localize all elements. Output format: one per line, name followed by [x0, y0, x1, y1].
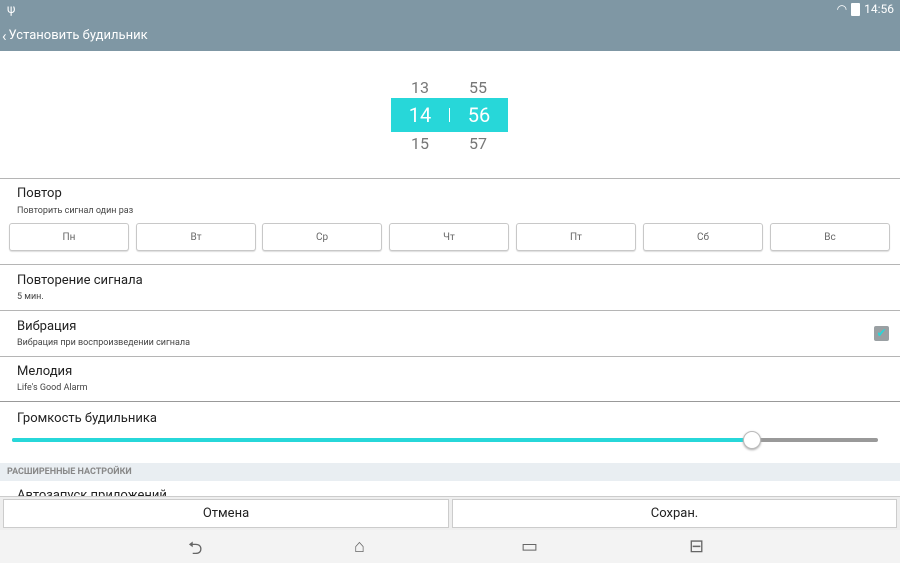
back-icon[interactable]: ⮌ — [188, 538, 203, 559]
day-sat[interactable]: Сб — [643, 223, 763, 251]
check-icon: ✔ — [876, 326, 887, 340]
minute-prev[interactable]: 55 — [469, 78, 487, 97]
wifi-icon: ◠ — [836, 2, 848, 16]
usb-icon: ψ — [7, 2, 16, 16]
home-icon[interactable]: ⌂ — [354, 536, 365, 557]
vibration-title: Вибрация — [17, 319, 77, 334]
chevron-left-icon: ‹ — [2, 26, 7, 45]
button-bar: Отмена Сохран. — [0, 496, 900, 530]
day-wed[interactable]: Ср — [262, 223, 382, 251]
day-mon[interactable]: Пн — [9, 223, 129, 251]
menu-icon[interactable]: ⊟ — [689, 536, 705, 557]
volume-title: Громкость будильника — [17, 411, 157, 426]
recents-icon[interactable]: ▭ — [521, 536, 539, 557]
vibration-checkbox[interactable]: ✔ — [874, 326, 889, 341]
ringtone-value: Life's Good Alarm — [17, 383, 88, 393]
vibration-subtitle: Вибрация при воспроизведении сигнала — [17, 338, 190, 348]
selected-time[interactable]: 14 56 — [391, 98, 508, 132]
day-tue[interactable]: Вт — [136, 223, 256, 251]
advanced-header: РАСШИРЕННЫЕ НАСТРОЙКИ — [0, 463, 900, 481]
hour-next[interactable]: 15 — [411, 134, 429, 153]
hour-selected[interactable]: 14 — [408, 103, 432, 127]
hour-prev[interactable]: 13 — [411, 78, 429, 97]
volume-fill — [12, 438, 753, 442]
day-fri[interactable]: Пт — [516, 223, 636, 251]
repeat-row — [0, 178, 900, 264]
snooze-title: Повторение сигнала — [17, 273, 143, 288]
time-picker[interactable]: 13 55 14 56 15 57 — [0, 51, 900, 179]
divider — [449, 108, 450, 122]
vibration-row[interactable] — [0, 310, 900, 356]
ringtone-title: Мелодия — [17, 364, 73, 379]
back-button[interactable]: ‹ Установить будильник — [0, 20, 900, 51]
minute-selected[interactable]: 56 — [467, 103, 491, 127]
clock: 14:56 — [864, 2, 894, 16]
snooze-value: 5 мин. — [17, 292, 44, 302]
page-title: Установить будильник — [8, 28, 148, 43]
save-button[interactable]: Сохран. — [452, 499, 897, 528]
volume-row — [0, 401, 900, 463]
ringtone-row[interactable] — [0, 356, 900, 402]
repeat-title: Повтор — [17, 186, 62, 201]
minute-next[interactable]: 57 — [469, 134, 487, 153]
autostart-item[interactable]: Автозапуск приложений — [17, 488, 167, 496]
day-sun[interactable]: Вс — [770, 223, 890, 251]
day-thu[interactable]: Чт — [389, 223, 509, 251]
snooze-row[interactable] — [0, 264, 900, 310]
volume-thumb[interactable] — [743, 431, 762, 449]
cancel-button[interactable]: Отмена — [3, 499, 449, 528]
navigation-bar: ⮌ ⌂ ▭ ⊟ — [0, 530, 900, 563]
status-bar: ψ ◠ 14:56 — [0, 0, 900, 20]
repeat-subtitle: Повторить сигнал один раз — [17, 206, 134, 216]
battery-icon — [851, 2, 861, 16]
